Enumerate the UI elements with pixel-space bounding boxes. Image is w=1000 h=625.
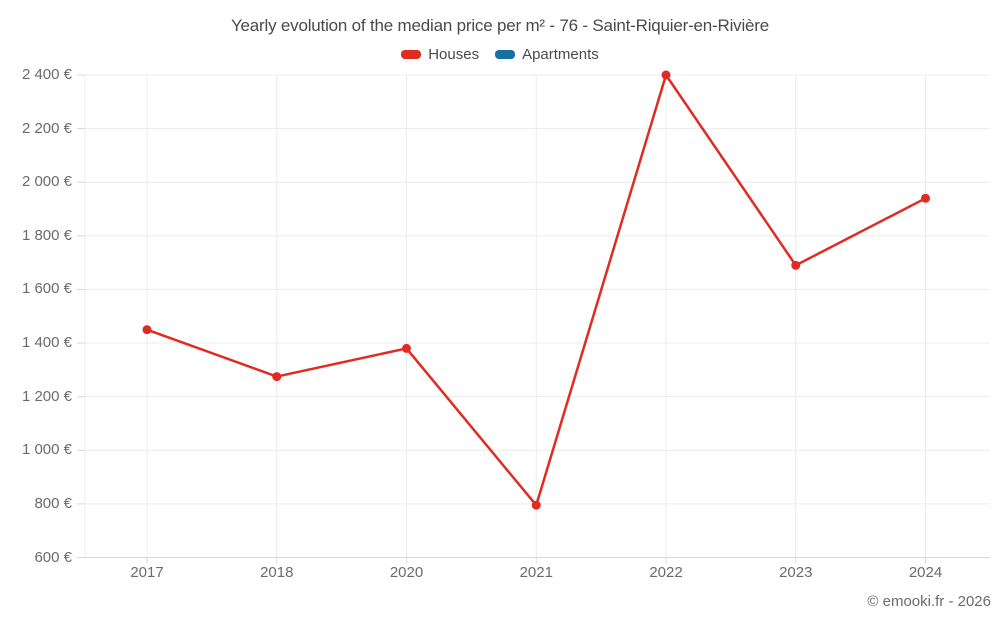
y-axis-label: 1 400 € — [21, 334, 72, 352]
legend: Houses Apartments — [0, 46, 1000, 63]
x-axis-label-2017: 2017 — [130, 564, 164, 581]
legend-item-houses[interactable]: Houses — [401, 46, 479, 63]
legend-swatch-houses — [401, 50, 422, 59]
y-axis-label: 1 800 € — [21, 226, 72, 244]
legend-label: Houses — [428, 46, 480, 63]
y-axis-label: 1 000 € — [21, 441, 72, 459]
y-axis-label: 1 200 € — [21, 387, 72, 405]
houses-point-2018[interactable] — [272, 372, 282, 382]
legend-item-apartments[interactable]: Apartments — [495, 46, 599, 63]
legend-label: Apartments — [522, 46, 599, 63]
y-axis-label: 600 € — [34, 548, 72, 566]
chart-title: Yearly evolution of the median price per… — [230, 16, 770, 35]
copyright-text: © emooki.fr - 2026 — [867, 593, 991, 610]
y-axis-label: 800 € — [34, 494, 72, 512]
x-axis-label-2020: 2020 — [389, 564, 424, 581]
houses-point-2020[interactable] — [402, 343, 411, 353]
houses-point-2021[interactable] — [531, 500, 541, 510]
y-axis-label: 2 200 € — [21, 119, 72, 137]
x-axis-label-2023: 2023 — [779, 564, 813, 581]
houses-point-2023[interactable] — [791, 260, 801, 270]
legend-swatch-apartments — [495, 50, 516, 59]
y-axis-label: 2 400 € — [21, 66, 72, 83]
houses-point-2022[interactable] — [661, 70, 671, 80]
houses-point-2017[interactable] — [142, 325, 152, 335]
x-axis-label-2024: 2024 — [908, 564, 943, 581]
houses-point-2024[interactable] — [921, 193, 930, 203]
x-axis-label-2022: 2022 — [649, 564, 683, 581]
y-axis-label: 1 600 € — [21, 280, 72, 298]
x-axis-label-2021: 2021 — [519, 564, 553, 581]
x-axis-label-2018: 2018 — [260, 564, 294, 581]
y-axis-label: 2 000 € — [21, 173, 72, 191]
